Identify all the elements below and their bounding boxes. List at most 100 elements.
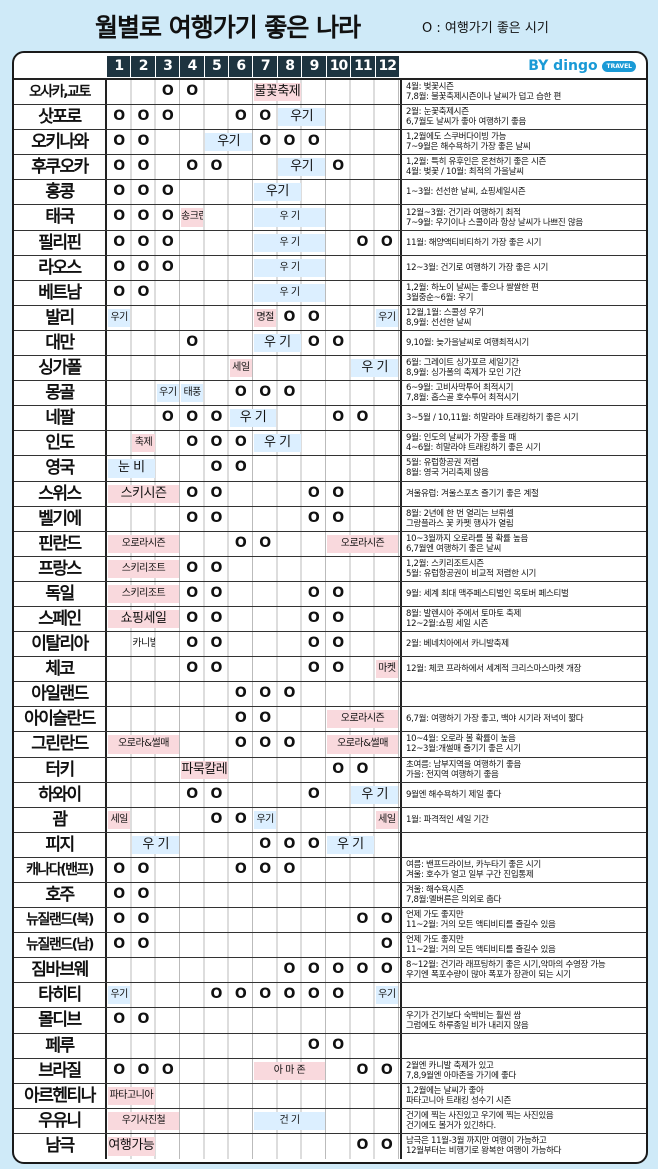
table-row: 대만 O O O 우 기 9,10월: 늦가을날씨로 여행최적시기 xyxy=(14,330,646,357)
note: 1~3월: 선선한 날씨, 쇼핑세일시즌 xyxy=(400,180,646,205)
good-month-mark: O xyxy=(332,961,345,978)
good-month-mark: O xyxy=(307,986,320,1003)
month-header: 11 xyxy=(351,56,375,77)
good-month-mark: O xyxy=(307,308,320,325)
table-header: 1 2 3 4 5 6 7 8 9 10 11 12 BY dingo TRAVEL xyxy=(14,53,646,80)
country-name: 호주 xyxy=(14,883,107,908)
good-month-mark: O xyxy=(161,409,174,426)
note: 건기에 찍는 사진있고 우기에 찍는 사진있음 건기에도 볼거가 있긴하다. xyxy=(400,1108,646,1133)
good-month-mark: O xyxy=(186,635,199,652)
good-month-mark: O xyxy=(161,1061,174,1078)
season-label: 우기 xyxy=(108,986,131,1005)
note: 12월: 체코 프라하에서 세계적 크리스마스마켓 개장 xyxy=(400,657,646,682)
table-row: 네팔 O O O O O 우 기 3~5월 / 10,11월: 히말라야 트래킹하기 좋은 시… xyxy=(14,406,646,432)
note: 12~3월: 건기로 여행하기 가장 좋은 시기 xyxy=(400,255,646,280)
good-month-mark: O xyxy=(332,158,345,175)
good-month-mark: O xyxy=(283,685,296,702)
season-label: 세일 xyxy=(375,810,398,829)
note: 2월: 눈꽃축제시즌 6,7월도 날씨가 좋아 여행하기 좋음 xyxy=(400,105,646,130)
season-label: 우 기 xyxy=(254,258,325,277)
season-label: 아 마 존 xyxy=(254,1061,325,1080)
table-row: 우유니 우기사진철 건 기 건기에 찍는 사진있고 우기에 찍는 사진있음 건기에도 볼… xyxy=(14,1108,646,1134)
season-label: 세일 xyxy=(108,810,131,829)
note-line: 12월: 체코 프라하에서 세계적 크리스마스마켓 개장 xyxy=(406,664,582,675)
table-row: 벨기에 O O O O 8월: 2년에 한 번 열리는 브뤼셀 그랑플라스 꽃 카펫 행사가… xyxy=(14,506,646,532)
note: 8월: 발렌시아 주에서 토마토 축제 12~2월:쇼핑 세일 시즌 xyxy=(400,606,646,632)
country-name: 뉴질랜드(북) xyxy=(14,908,107,933)
country-name: 영국 xyxy=(14,456,107,481)
note: 2월엔 카니발 축제가 있고 7,8,9월엔 아마존을 가기에 좋다 xyxy=(400,1058,646,1083)
note: 초여름: 남부지역을 여행하기 좋음 가을: 전지역 여행하기 좋음 xyxy=(400,757,646,782)
good-month-mark: O xyxy=(210,660,223,677)
note: 9,10월: 늦가을날씨로 여행최적시기 xyxy=(400,330,646,356)
good-month-mark: O xyxy=(210,810,223,827)
season-label: 파묵칼레 xyxy=(181,760,228,779)
note xyxy=(400,983,646,1008)
month-grid: O O 우기 명절 우기 xyxy=(107,305,399,330)
month-header: 4 xyxy=(180,56,204,77)
note-line: 2월: 베네치아에서 카니발축제 xyxy=(406,639,509,650)
note: 1,2월: 특히 유후인은 온천하기 좋은 시즌 4월: 벚꽃 / 10월: 최적… xyxy=(400,155,646,180)
season-label: 우 기 xyxy=(351,359,398,378)
good-month-mark: O xyxy=(137,208,150,225)
note-line: 겨울유럽: 겨울스포츠 즐기기 좋은 계절 xyxy=(406,488,539,499)
good-month-mark: O xyxy=(356,1061,369,1078)
good-month-mark: O xyxy=(259,108,272,125)
month-header: 5 xyxy=(204,56,229,77)
note: 남극은 11월-3월 까지만 여행이 가능하고 12월부터는 비행기로 왕복한 여… xyxy=(400,1133,646,1160)
good-month-mark: O xyxy=(307,333,320,350)
country-name: 삿포로 xyxy=(14,105,107,130)
country-name: 오키나와 xyxy=(14,130,107,155)
good-month-mark: O xyxy=(283,133,296,150)
note-line: 9월: 세계 최대 맥주페스티벌인 옥토버 페스티벌 xyxy=(406,588,569,599)
table-row: 짐바브웨 O O O O O 8~12월: 건기라 래프팅하기 좋은 시기,악마의 수영장 … xyxy=(14,958,646,984)
good-month-mark: O xyxy=(137,258,150,275)
note-line: 12월~3월: 건기라 여행하기 최적 xyxy=(406,207,521,218)
good-month-mark: O xyxy=(161,108,174,125)
month-grid: O O 오로라시즌 오로라시즌 xyxy=(107,531,399,556)
country-name: 라오스 xyxy=(14,255,107,280)
table-row: 하와이 O O O 우 기 9월엔 해수욕하기 제일 좋다 xyxy=(14,782,646,808)
note xyxy=(400,832,646,857)
country-name: 싱가폴 xyxy=(14,356,107,381)
table-row: 태국 O O O 송크란 우 기 12월~3월: 건기라 여행하기 최적 7~9월: 우기이나… xyxy=(14,205,646,231)
season-label: 우 기 xyxy=(254,283,325,302)
country-name: 남극 xyxy=(14,1133,107,1160)
month-grid: O O O 축제 우 기 xyxy=(107,431,399,456)
note-line: 6,7월: 여행하기 가장 좋고, 백야 시기라 저녁이 짧다 xyxy=(406,714,584,725)
month-grid: 파타고니아 xyxy=(107,1083,399,1108)
month-grid: O O O 송크란 우 기 xyxy=(107,205,399,230)
season-label: 우 기 xyxy=(132,835,179,854)
table-row: 필리핀 O O O O O 우 기 11월: 해양액티비티하기 가장 좋은 시기 xyxy=(14,230,646,256)
table-row: 베트남 O O 우 기 1,2월: 하노이 날씨는 좋으나 쌀쌀한 편 3월중순~6월: … xyxy=(14,280,646,306)
season-label: 불꽃축제 xyxy=(254,83,301,102)
month-grid: O O 파묵칼레 xyxy=(107,757,399,782)
note: 9월: 세계 최대 맥주페스티벌인 옥토버 페스티벌 xyxy=(400,581,646,606)
note-line: 11월: 해양액티비티하기 가장 좋은 시기 xyxy=(406,237,542,248)
good-month-mark: O xyxy=(137,886,150,902)
country-name: 베트남 xyxy=(14,280,107,305)
good-month-mark: O xyxy=(137,860,150,877)
month-header: 8 xyxy=(277,56,302,77)
note-line: 6월: 그레이트 싱가포르 세일기간 xyxy=(406,358,519,369)
note: 여름: 밴프드라이브, 카누타기 좋은 시기 겨울: 호수가 얼고 일부 구간 진… xyxy=(400,857,646,882)
note-line: 9월: 인도의 날씨가 가장 좋을 때 xyxy=(406,433,516,444)
good-month-mark: O xyxy=(137,158,150,175)
month-header: 7 xyxy=(253,56,277,77)
note-line: 건기에 찍는 사진있고 우기에 찍는 사진있음 xyxy=(406,1110,554,1121)
season-label: 우 기 xyxy=(351,785,398,804)
month-header: 2 xyxy=(131,56,155,77)
note-line: 8~12월: 건기라 래프팅하기 좋은 시기,악마의 수영장 가능 xyxy=(406,960,606,971)
note-line: 12~3월:개썰매 즐기기 좋은 시기 xyxy=(406,744,521,755)
season-label: 우기 xyxy=(108,308,131,327)
good-month-mark: O xyxy=(234,986,247,1003)
note-line: 가을: 전지역 여행하기 좋음 xyxy=(406,769,499,780)
note-line: 3월중순~6월: 우기 xyxy=(406,292,474,303)
good-month-mark: O xyxy=(137,233,150,250)
good-month-mark: O xyxy=(307,961,320,978)
